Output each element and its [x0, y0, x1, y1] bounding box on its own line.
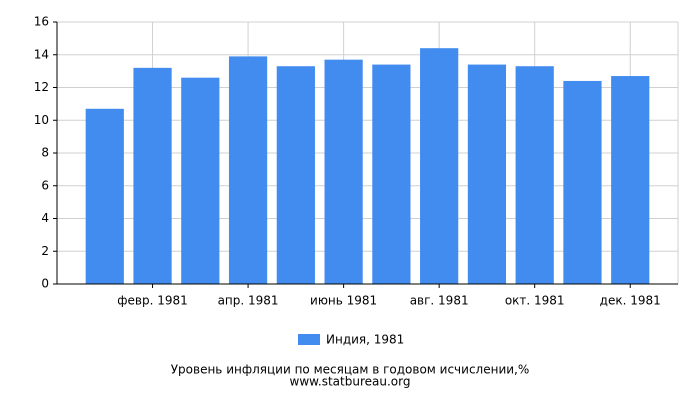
bar	[181, 77, 220, 284]
chart-subtitle: www.statbureau.org	[290, 375, 411, 389]
y-tick-label: 0	[41, 277, 49, 291]
y-tick-label: 2	[41, 244, 49, 258]
x-tick-label: апр. 1981	[218, 294, 279, 308]
bar	[85, 108, 124, 284]
y-tick-label: 4	[41, 211, 49, 225]
legend-swatch	[298, 334, 320, 345]
bar	[611, 76, 650, 284]
legend-label: Индия, 1981	[326, 333, 404, 347]
y-tick-label: 10	[34, 113, 49, 127]
x-tick-label: дек. 1981	[600, 294, 661, 308]
x-tick-label: февр. 1981	[117, 294, 188, 308]
bar	[228, 56, 268, 285]
bar	[276, 66, 315, 285]
bar	[420, 48, 459, 285]
bar	[372, 64, 411, 284]
y-tick-label: 6	[41, 178, 49, 192]
bar	[133, 67, 172, 284]
x-tick-label: июнь 1981	[310, 294, 377, 308]
chart-title: Уровень инфляции по месяцам в годовом ис…	[171, 363, 530, 377]
x-tick-label: авг. 1981	[410, 294, 469, 308]
y-tick-label: 12	[34, 80, 49, 94]
bar	[515, 66, 554, 285]
y-tick-label: 8	[41, 146, 49, 160]
y-tick-label: 14	[34, 47, 49, 61]
y-tick-label: 16	[34, 15, 49, 29]
bar	[563, 80, 602, 284]
x-tick-label: окт. 1981	[505, 294, 565, 308]
bar	[324, 59, 363, 284]
bar	[467, 64, 507, 284]
